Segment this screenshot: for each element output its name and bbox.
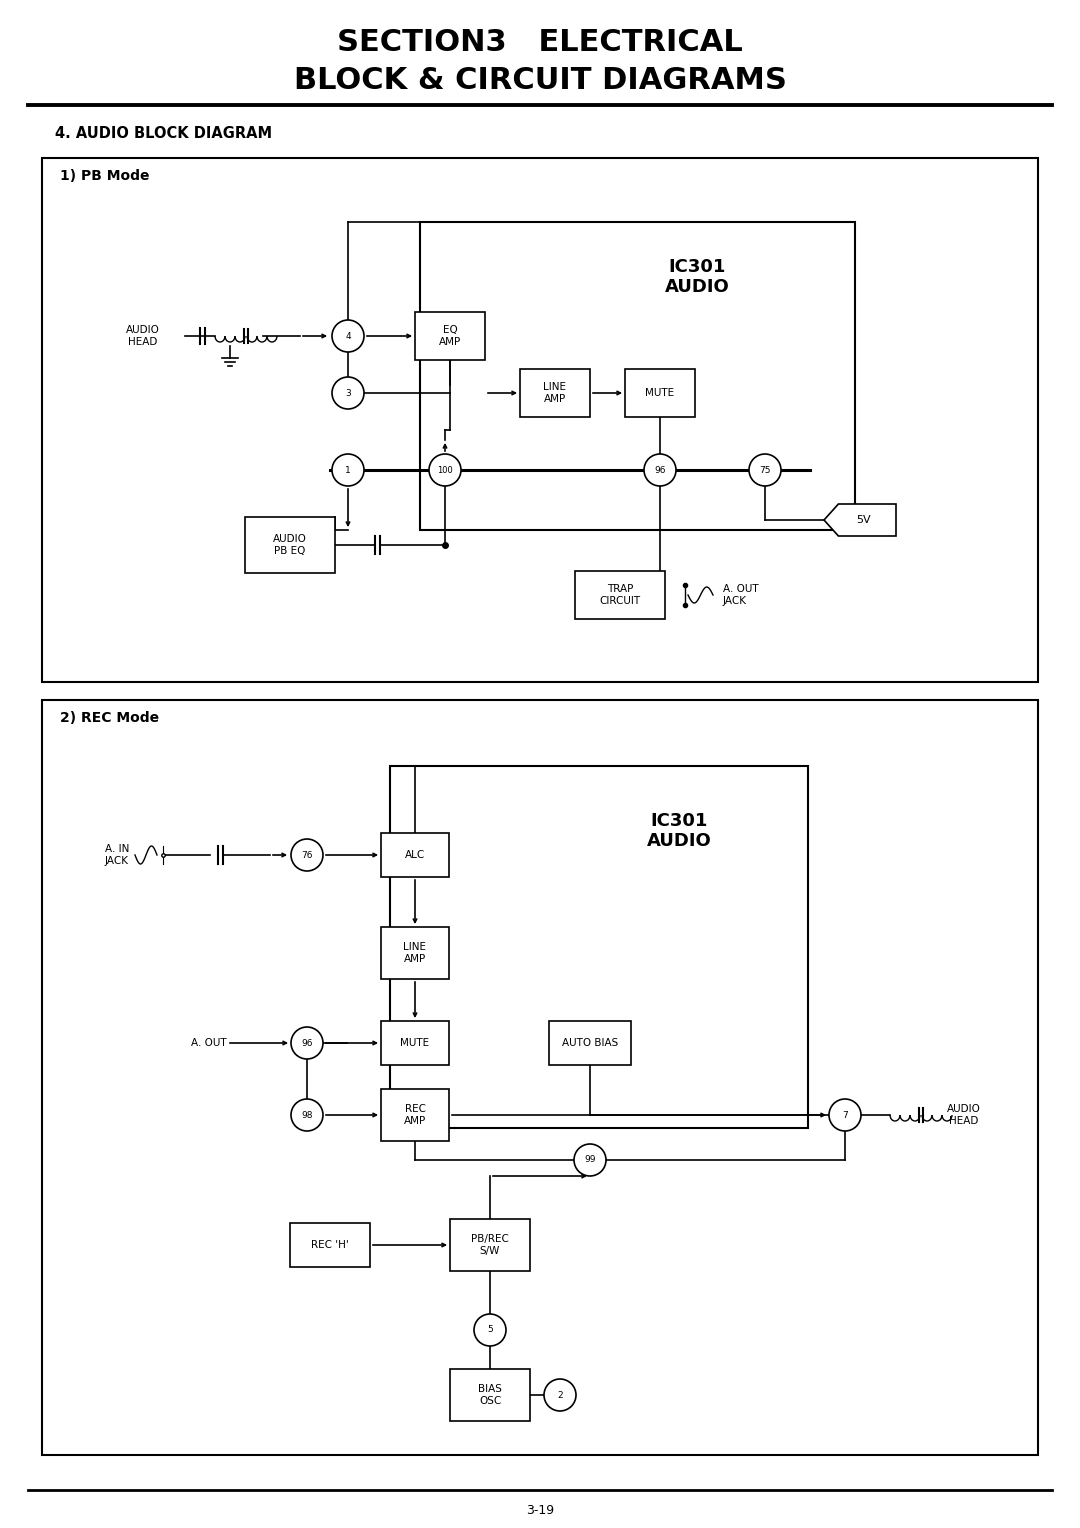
Circle shape (332, 454, 364, 486)
Circle shape (429, 454, 461, 486)
Text: 4. AUDIO BLOCK DIAGRAM: 4. AUDIO BLOCK DIAGRAM (55, 125, 272, 141)
Bar (519, 368, 590, 417)
Text: A. IN
JACK: A. IN JACK (105, 843, 130, 866)
Circle shape (291, 1099, 323, 1131)
Bar (390, 766, 808, 1128)
Text: SECTION3   ELECTRICAL: SECTION3 ELECTRICAL (337, 28, 743, 57)
Text: IC301
AUDIO: IC301 AUDIO (647, 811, 712, 851)
Circle shape (291, 1027, 323, 1059)
Text: 2) REC Mode: 2) REC Mode (60, 711, 159, 724)
Text: 98: 98 (301, 1111, 313, 1120)
Bar (291, 1222, 370, 1267)
Bar (450, 1369, 530, 1421)
Text: A. OUT: A. OUT (191, 1038, 227, 1048)
Text: MUTE: MUTE (646, 388, 675, 397)
Bar (381, 1021, 449, 1065)
Bar (415, 312, 485, 361)
Text: PB/REC
S/W: PB/REC S/W (471, 1235, 509, 1256)
Text: 100: 100 (437, 466, 453, 475)
Bar (42, 157, 1038, 681)
Text: LINE
AMP: LINE AMP (404, 943, 427, 964)
Bar (549, 1021, 631, 1065)
Text: AUDIO
HEAD: AUDIO HEAD (126, 325, 160, 347)
Text: AUTO BIAS: AUTO BIAS (562, 1038, 618, 1048)
Circle shape (573, 1144, 606, 1177)
Text: LINE
AMP: LINE AMP (543, 382, 567, 403)
Text: REC 'H': REC 'H' (311, 1241, 349, 1250)
Text: 76: 76 (301, 851, 313, 859)
Text: REC
AMP: REC AMP (404, 1105, 427, 1126)
Bar (42, 700, 1038, 1455)
Bar (625, 368, 696, 417)
Bar (245, 516, 335, 573)
Circle shape (829, 1099, 861, 1131)
Circle shape (291, 839, 323, 871)
Circle shape (474, 1314, 507, 1346)
Text: BLOCK & CIRCUIT DIAGRAMS: BLOCK & CIRCUIT DIAGRAMS (294, 66, 786, 95)
Text: 4: 4 (346, 332, 351, 341)
Text: IC301
AUDIO: IC301 AUDIO (665, 258, 730, 296)
Text: 1) PB Mode: 1) PB Mode (60, 170, 149, 183)
Circle shape (332, 377, 364, 410)
Circle shape (644, 454, 676, 486)
Text: 5V: 5V (855, 515, 870, 526)
Text: EQ
AMP: EQ AMP (438, 325, 461, 347)
Bar (575, 571, 665, 619)
Bar (381, 833, 449, 877)
Text: 1: 1 (346, 466, 351, 475)
Text: A. OUT
JACK: A. OUT JACK (723, 584, 758, 605)
Text: 96: 96 (301, 1039, 313, 1048)
Text: BIAS
OSC: BIAS OSC (478, 1384, 502, 1406)
Circle shape (544, 1378, 576, 1410)
Text: AUDIO
PB EQ: AUDIO PB EQ (273, 535, 307, 556)
Text: 5: 5 (487, 1325, 492, 1334)
Text: AUDIO
HEAD: AUDIO HEAD (947, 1105, 981, 1126)
Polygon shape (824, 504, 896, 536)
Circle shape (332, 319, 364, 351)
Text: 75: 75 (759, 466, 771, 475)
Text: 96: 96 (654, 466, 665, 475)
Bar (381, 927, 449, 979)
Bar (420, 222, 855, 530)
Text: MUTE: MUTE (401, 1038, 430, 1048)
Text: 7: 7 (842, 1111, 848, 1120)
Text: 2: 2 (557, 1390, 563, 1400)
Circle shape (750, 454, 781, 486)
Bar (381, 1089, 449, 1141)
Text: 3-19: 3-19 (526, 1504, 554, 1516)
Text: 3: 3 (346, 388, 351, 397)
Bar (450, 1219, 530, 1271)
Text: ALC: ALC (405, 850, 426, 860)
Text: 99: 99 (584, 1155, 596, 1164)
Text: TRAP
CIRCUIT: TRAP CIRCUIT (599, 584, 640, 605)
